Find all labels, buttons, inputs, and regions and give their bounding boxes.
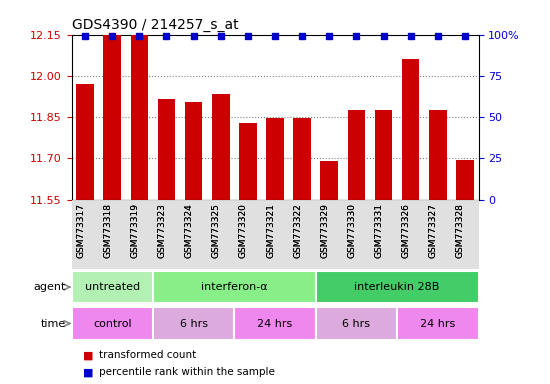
Text: GSM773318: GSM773318 — [103, 203, 112, 258]
Text: untreated: untreated — [85, 282, 140, 292]
Text: ■: ■ — [82, 350, 93, 360]
Bar — [153, 307, 234, 340]
Bar — [321, 161, 338, 200]
Text: transformed count: transformed count — [99, 350, 196, 360]
Text: GSM773327: GSM773327 — [429, 203, 438, 258]
Bar — [239, 122, 257, 200]
Bar — [289, 200, 316, 269]
Text: GSM773330: GSM773330 — [348, 203, 356, 258]
Text: GSM773329: GSM773329 — [320, 203, 329, 258]
Bar — [343, 200, 370, 269]
Bar — [375, 110, 392, 200]
Text: GSM773317: GSM773317 — [76, 203, 85, 258]
Bar — [72, 271, 153, 303]
Bar — [456, 160, 474, 200]
Text: GSM773331: GSM773331 — [375, 203, 383, 258]
Text: GSM773317: GSM773317 — [76, 203, 85, 258]
Text: GSM773324: GSM773324 — [185, 203, 194, 258]
Bar — [185, 102, 202, 200]
Text: ■: ■ — [82, 367, 93, 377]
Text: GSM773320: GSM773320 — [239, 203, 248, 258]
Bar — [316, 200, 343, 269]
Text: control: control — [93, 318, 131, 329]
Bar — [207, 200, 234, 269]
Text: GSM773320: GSM773320 — [239, 203, 248, 258]
Text: GSM773325: GSM773325 — [212, 203, 221, 258]
Text: GSM773322: GSM773322 — [293, 203, 302, 258]
Text: GSM773324: GSM773324 — [185, 203, 194, 258]
Text: GSM773328: GSM773328 — [456, 203, 465, 258]
Text: GSM773329: GSM773329 — [320, 203, 329, 258]
Text: GSM773321: GSM773321 — [266, 203, 275, 258]
Bar — [397, 307, 478, 340]
Bar — [103, 35, 121, 200]
Text: GSM773331: GSM773331 — [375, 203, 383, 258]
Text: GSM773319: GSM773319 — [130, 203, 139, 258]
Text: 6 hrs: 6 hrs — [343, 318, 370, 329]
Bar — [397, 200, 424, 269]
Text: GDS4390 / 214257_s_at: GDS4390 / 214257_s_at — [72, 18, 238, 32]
Bar — [293, 119, 311, 200]
Text: agent: agent — [34, 282, 66, 292]
Text: GSM773330: GSM773330 — [348, 203, 356, 258]
Text: GSM773321: GSM773321 — [266, 203, 275, 258]
Bar — [158, 99, 175, 200]
Bar — [234, 200, 261, 269]
Text: GSM773326: GSM773326 — [402, 203, 411, 258]
Text: GSM773328: GSM773328 — [456, 203, 465, 258]
Text: interferon-α: interferon-α — [201, 282, 268, 292]
Bar — [261, 200, 289, 269]
Bar — [402, 59, 420, 200]
Bar — [316, 307, 397, 340]
Text: interleukin 28B: interleukin 28B — [354, 282, 440, 292]
Text: percentile rank within the sample: percentile rank within the sample — [99, 367, 275, 377]
Bar — [153, 271, 316, 303]
Bar — [348, 110, 365, 200]
Bar — [370, 200, 397, 269]
Bar — [234, 307, 316, 340]
Text: GSM773322: GSM773322 — [293, 203, 302, 258]
Bar — [316, 271, 478, 303]
Text: GSM773323: GSM773323 — [157, 203, 167, 258]
Bar — [76, 84, 94, 200]
Bar — [126, 200, 153, 269]
Text: GSM773326: GSM773326 — [402, 203, 411, 258]
Text: 24 hrs: 24 hrs — [420, 318, 455, 329]
Text: GSM773325: GSM773325 — [212, 203, 221, 258]
Bar — [452, 200, 478, 269]
Text: GSM773319: GSM773319 — [130, 203, 139, 258]
Bar — [424, 200, 452, 269]
Text: GSM773327: GSM773327 — [429, 203, 438, 258]
Bar — [180, 200, 207, 269]
Text: 24 hrs: 24 hrs — [257, 318, 293, 329]
Text: GSM773318: GSM773318 — [103, 203, 112, 258]
Bar — [98, 200, 126, 269]
Text: time: time — [41, 318, 66, 329]
Bar — [266, 119, 284, 200]
Bar — [429, 110, 447, 200]
Bar — [153, 200, 180, 269]
Bar — [212, 94, 229, 200]
Text: GSM773323: GSM773323 — [157, 203, 167, 258]
Bar — [72, 200, 98, 269]
Bar — [72, 307, 153, 340]
Text: 6 hrs: 6 hrs — [180, 318, 207, 329]
Bar — [130, 35, 148, 200]
